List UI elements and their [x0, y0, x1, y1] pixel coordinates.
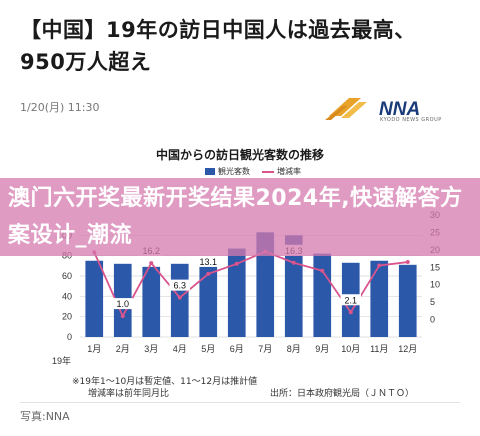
data-label: 13.1 — [199, 257, 217, 267]
data-label-bg — [112, 298, 133, 310]
article-timestamp: 1/20(月) 11:30 — [20, 101, 100, 114]
chart-bar — [227, 248, 246, 337]
watermark-text: 澳门六开奖最新开奖结果2024年,快速解答方案设计_潮流 — [8, 186, 463, 248]
year-label: 19年 — [52, 355, 71, 366]
data-label: 1.0 — [116, 299, 129, 309]
rate-point — [234, 261, 239, 266]
photo-credit: 写真:NNA — [20, 410, 70, 423]
right-axis-tick: 0 — [430, 315, 435, 325]
x-axis-tick: 5月 — [201, 344, 215, 354]
rate-point — [120, 314, 125, 319]
chart-bar — [370, 260, 389, 337]
x-axis-tick: 12月 — [398, 344, 417, 354]
legend-swatch-bar — [205, 168, 215, 175]
chart-note-estimate: ※19年1〜10月は暫定値、11〜12月は推計値 — [72, 377, 258, 387]
x-axis-tick: 11月 — [370, 344, 388, 354]
left-axis-tick: 0 — [67, 332, 72, 342]
chart-note-rate: 増減率は前年同月比 — [88, 389, 170, 399]
chart-bar — [170, 263, 189, 337]
chart-bar — [85, 260, 104, 337]
chart-bar — [199, 260, 218, 337]
headline-line-2: 950万人超え — [20, 50, 152, 74]
chart-note-source: 出所：日本政府観光局（ＪＮＴＯ） — [270, 389, 415, 399]
nna-logo: NNA — [325, 98, 420, 120]
data-label-bg — [340, 294, 361, 306]
x-axis-tick: 7月 — [258, 344, 272, 354]
chart-bar — [398, 264, 417, 337]
chart-title: 中国からの訪日観光客数の推移 — [155, 148, 324, 162]
left-axis-tick: 40 — [62, 291, 72, 301]
data-label-bg — [195, 255, 222, 267]
article-headline: 【中国】19年の訪日中国人は過去最高、 950万人超え — [20, 14, 460, 78]
nna-logo-icon — [325, 98, 367, 120]
headline-line-1: 【中国】19年の訪日中国人は過去最高、 — [20, 18, 416, 42]
nna-logo-wordmark: NNA — [379, 99, 420, 120]
left-axis-tick: 20 — [62, 312, 72, 322]
data-label: 2.1 — [344, 295, 357, 305]
x-axis-tick: 9月 — [315, 344, 329, 354]
rate-point — [206, 271, 211, 276]
legend-item-rate: 増減率 — [262, 166, 301, 177]
legend-label-rate: 増減率 — [277, 167, 301, 176]
legend-label-visitors: 観光客数 — [218, 167, 250, 176]
rate-point — [291, 260, 296, 265]
rate-line — [93, 250, 408, 319]
left-axis-tick: 60 — [62, 271, 72, 281]
right-axis-tick: 10 — [430, 280, 440, 290]
right-axis-tick: 15 — [430, 262, 440, 272]
rate-point — [177, 295, 182, 300]
data-label: 6.3 — [173, 281, 186, 291]
logo-subtext: KYODO NEWS GROUP — [380, 117, 442, 123]
rate-point — [348, 310, 353, 315]
legend-item-visitors: 観光客数 — [205, 166, 250, 177]
rate-point — [149, 261, 154, 266]
legend-swatch-line — [262, 170, 274, 173]
chart-bar — [142, 266, 161, 337]
chart-legend: 観光客数 増減率 — [205, 166, 301, 177]
rate-point — [320, 268, 325, 273]
x-axis-tick: 10月 — [341, 344, 360, 354]
chart-bar — [256, 232, 275, 337]
data-label-bg — [169, 279, 190, 291]
x-axis-tick: 2月 — [116, 344, 130, 354]
x-axis-tick: 1月 — [87, 344, 101, 354]
divider — [20, 402, 460, 403]
x-axis-tick: 4月 — [173, 344, 187, 354]
x-axis-tick: 6月 — [230, 344, 244, 354]
rate-point — [377, 263, 382, 268]
x-axis-tick: 3月 — [144, 344, 158, 354]
x-axis-tick: 8月 — [287, 344, 301, 354]
rate-point — [405, 260, 410, 265]
right-axis-tick: 5 — [430, 297, 435, 307]
watermark-banner — [0, 178, 480, 256]
chart-bar — [313, 253, 332, 337]
